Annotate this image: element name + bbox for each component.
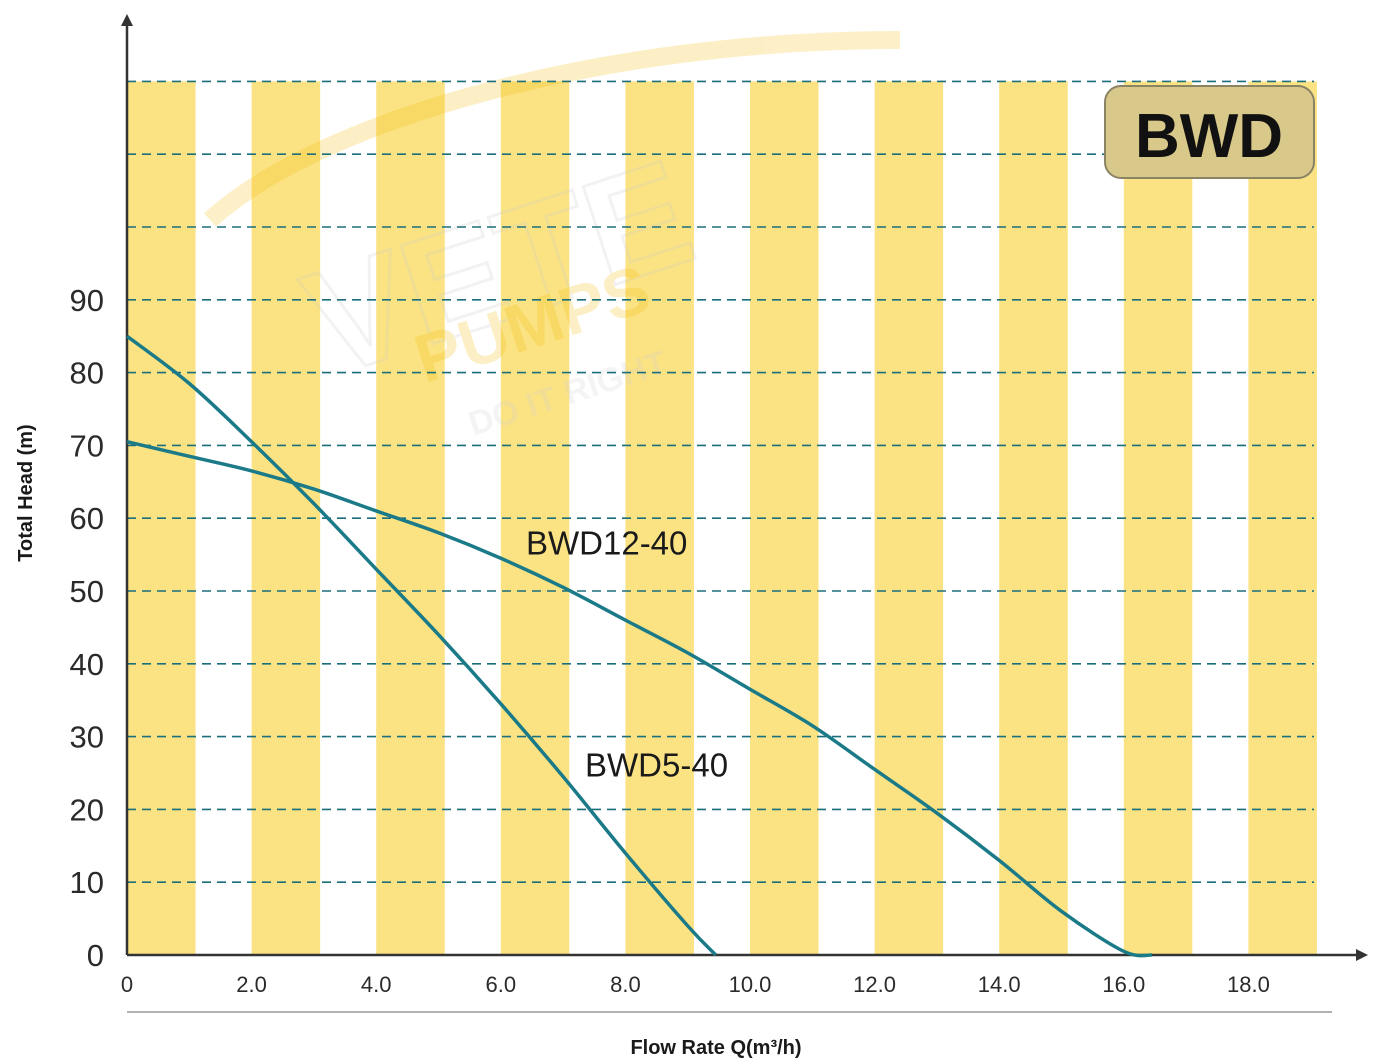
x-tick-label: 4.0: [361, 972, 392, 997]
y-tick-label: 60: [70, 501, 104, 536]
curve-label: BWD12-40: [526, 525, 687, 562]
x-tick-label: 10.0: [729, 972, 772, 997]
pump-curves: [125, 334, 1153, 958]
x-tick-label: 18.0: [1227, 972, 1270, 997]
watermark-swoosh: [203, 31, 901, 227]
x-tick-label: 8.0: [610, 972, 641, 997]
y-tick-label: 40: [70, 647, 104, 682]
x-tick-label: 12.0: [853, 972, 896, 997]
x-tick-label: 2.0: [236, 972, 267, 997]
y-tick-label: 50: [70, 574, 104, 609]
x-tick-label: 16.0: [1102, 972, 1145, 997]
badge-label: BWD: [1135, 102, 1283, 171]
x-axis-title: Flow Rate Q(m³/h): [630, 1037, 801, 1059]
curve-labels: BWD12-40 BWD5-40: [526, 525, 728, 784]
y-tick-labels: 0 10 20 30 40 50 60 70 80 90: [70, 283, 104, 973]
curve-bwd5-40: [125, 334, 717, 957]
x-tick-label: 6.0: [486, 972, 517, 997]
y-tick-label: 90: [70, 283, 104, 318]
curve-bwd12-40: [126, 440, 1153, 958]
y-tick-label: 20: [70, 792, 104, 827]
x-tick-label: 0: [121, 972, 133, 997]
y-tick-label: 0: [87, 938, 104, 973]
curve-label: BWD5-40: [585, 747, 728, 784]
y-tick-label: 80: [70, 356, 104, 391]
series-badge: BWD: [1104, 85, 1315, 179]
x-tick-label: 14.0: [978, 972, 1021, 997]
horizontal-gridlines: [127, 80, 1314, 884]
y-tick-label: 10: [70, 865, 104, 900]
x-tick-labels: 0 2.0 4.0 6.0 8.0 10.0 12.0 14.0 16.0 18.0: [121, 972, 1270, 997]
badge-box: [1104, 85, 1315, 179]
y-tick-label: 30: [70, 720, 104, 755]
y-tick-label: 70: [70, 428, 104, 463]
y-axis-title: Total Head (m): [15, 424, 37, 561]
